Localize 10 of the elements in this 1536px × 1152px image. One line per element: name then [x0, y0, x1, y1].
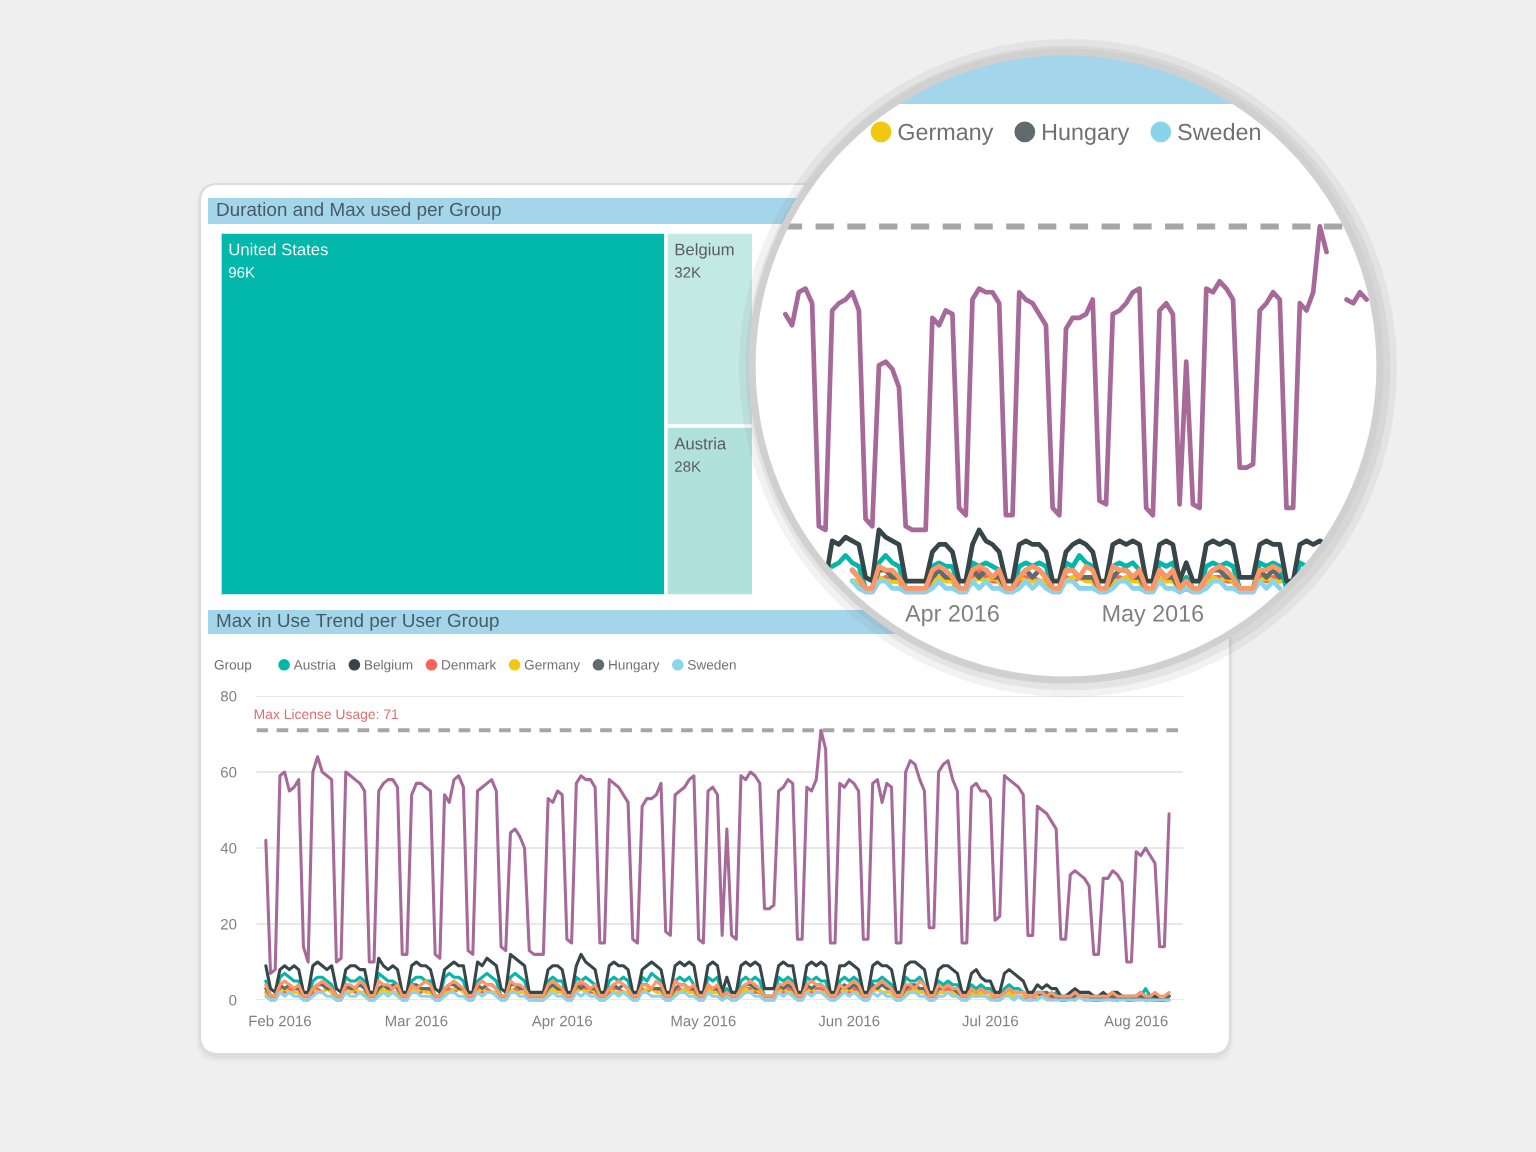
chart-title: Max in Use Trend per User Group: [217, 613, 499, 631]
legend-label: Germany: [898, 123, 994, 145]
category-label: United States: [229, 243, 328, 256]
legend-label: Sweden: [1178, 123, 1260, 141]
text: Duration and Max used per Group: [217, 202, 501, 220]
category-label: Austria: [674, 437, 727, 450]
category-label: Belgium: [675, 243, 734, 259]
x-tick-label: May 2016: [1103, 605, 1204, 627]
legend-label: Hungary: [1043, 123, 1130, 145]
x-tick-label: Apr 2016: [905, 605, 999, 627]
